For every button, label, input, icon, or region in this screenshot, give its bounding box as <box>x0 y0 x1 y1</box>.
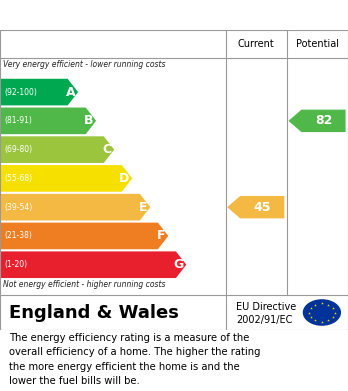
Text: England & Wales: England & Wales <box>9 303 179 321</box>
Text: (69-80): (69-80) <box>4 145 32 154</box>
Polygon shape <box>0 165 132 192</box>
Text: E: E <box>139 201 148 213</box>
Text: 82: 82 <box>315 114 332 127</box>
Text: A: A <box>66 86 75 99</box>
Text: Energy Efficiency Rating: Energy Efficiency Rating <box>9 7 211 23</box>
Text: (39-54): (39-54) <box>4 203 32 212</box>
Text: D: D <box>119 172 129 185</box>
Polygon shape <box>227 196 284 219</box>
Text: Potential: Potential <box>296 39 339 49</box>
Text: 45: 45 <box>253 201 271 213</box>
Text: B: B <box>84 114 93 127</box>
Polygon shape <box>0 222 168 249</box>
Polygon shape <box>0 136 114 163</box>
Text: C: C <box>102 143 111 156</box>
Polygon shape <box>0 194 150 221</box>
Text: F: F <box>157 230 166 242</box>
Polygon shape <box>0 251 186 278</box>
Text: (1-20): (1-20) <box>4 260 27 269</box>
Text: Very energy efficient - lower running costs: Very energy efficient - lower running co… <box>3 61 166 70</box>
Text: The energy efficiency rating is a measure of the
overall efficiency of a home. T: The energy efficiency rating is a measur… <box>9 333 260 386</box>
Text: (55-68): (55-68) <box>4 174 32 183</box>
Text: (21-38): (21-38) <box>4 231 32 240</box>
Polygon shape <box>288 109 346 132</box>
Polygon shape <box>0 108 96 134</box>
Text: (81-91): (81-91) <box>4 117 32 126</box>
Text: Not energy efficient - higher running costs: Not energy efficient - higher running co… <box>3 280 166 289</box>
Text: EU Directive: EU Directive <box>236 302 296 312</box>
Ellipse shape <box>303 299 341 326</box>
Text: G: G <box>173 258 183 271</box>
Text: (92-100): (92-100) <box>4 88 37 97</box>
Text: 2002/91/EC: 2002/91/EC <box>236 315 292 325</box>
Polygon shape <box>0 79 78 106</box>
Text: Current: Current <box>238 39 275 49</box>
